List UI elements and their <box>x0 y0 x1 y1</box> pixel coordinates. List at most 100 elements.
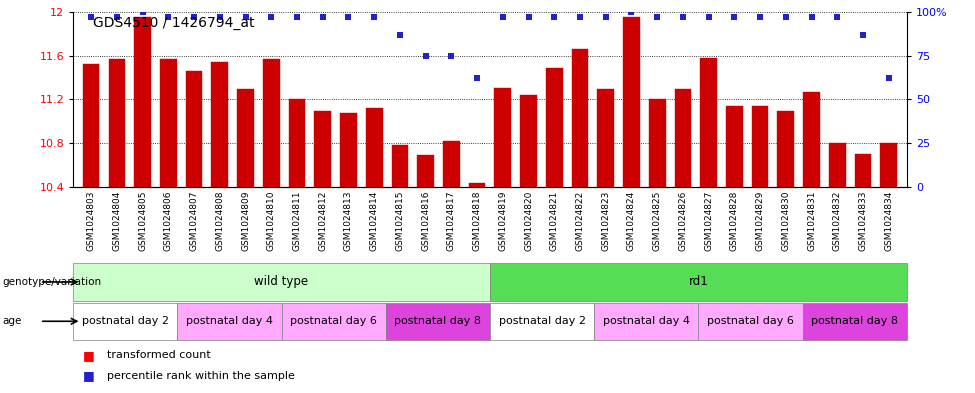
Point <box>598 14 613 20</box>
Bar <box>73 303 177 340</box>
Bar <box>386 303 489 340</box>
Bar <box>366 108 382 187</box>
Bar <box>212 62 228 187</box>
Bar <box>469 184 486 187</box>
Text: GSM1024826: GSM1024826 <box>679 190 687 251</box>
Point <box>649 14 665 20</box>
Bar <box>489 263 907 301</box>
Text: GSM1024825: GSM1024825 <box>652 190 662 251</box>
Bar <box>546 68 563 187</box>
Point <box>830 14 845 20</box>
Point <box>83 14 98 20</box>
Text: GSM1024823: GSM1024823 <box>602 190 610 251</box>
Text: ■: ■ <box>83 349 95 362</box>
Bar <box>675 89 691 187</box>
Bar <box>135 17 151 187</box>
Text: GSM1024803: GSM1024803 <box>87 190 96 251</box>
Text: postnatal day 6: postnatal day 6 <box>291 316 377 326</box>
Bar <box>282 303 386 340</box>
Point <box>340 14 356 20</box>
Point <box>238 14 254 20</box>
Bar <box>340 114 357 187</box>
Bar <box>623 17 640 187</box>
Point <box>418 52 434 59</box>
Text: GSM1024831: GSM1024831 <box>807 190 816 251</box>
Text: GSM1024822: GSM1024822 <box>575 190 584 251</box>
Bar <box>880 143 897 187</box>
Bar <box>289 99 305 187</box>
Point <box>753 14 768 20</box>
Bar <box>494 88 511 187</box>
Point <box>315 14 331 20</box>
Bar <box>83 64 99 187</box>
Point <box>495 14 511 20</box>
Point <box>701 14 717 20</box>
Bar <box>185 71 203 187</box>
Point <box>624 9 640 15</box>
Bar <box>752 106 768 187</box>
Bar <box>803 92 820 187</box>
Bar <box>829 143 845 187</box>
Bar <box>598 89 614 187</box>
Point <box>263 14 279 20</box>
Point <box>469 75 485 81</box>
Point <box>161 14 176 20</box>
Text: postnatal day 4: postnatal day 4 <box>186 316 273 326</box>
Text: GSM1024804: GSM1024804 <box>112 190 121 251</box>
Bar <box>237 89 254 187</box>
Text: GSM1024816: GSM1024816 <box>421 190 430 251</box>
Point <box>392 31 408 38</box>
Point <box>109 14 125 20</box>
Point <box>803 14 819 20</box>
Text: wild type: wild type <box>254 275 309 288</box>
Bar <box>489 303 594 340</box>
Text: age: age <box>2 316 21 326</box>
Text: GSM1024820: GSM1024820 <box>524 190 533 251</box>
Bar <box>392 145 409 187</box>
Text: GSM1024808: GSM1024808 <box>215 190 224 251</box>
Text: postnatal day 2: postnatal day 2 <box>498 316 586 326</box>
Text: GSM1024814: GSM1024814 <box>370 190 378 251</box>
Bar <box>855 154 872 187</box>
Text: GSM1024832: GSM1024832 <box>833 190 841 251</box>
Text: postnatal day 6: postnatal day 6 <box>707 316 794 326</box>
Text: GSM1024806: GSM1024806 <box>164 190 173 251</box>
Text: GSM1024817: GSM1024817 <box>447 190 456 251</box>
Text: GSM1024807: GSM1024807 <box>189 190 199 251</box>
Point <box>726 14 742 20</box>
Bar <box>263 59 280 187</box>
Point <box>521 14 536 20</box>
Text: GSM1024811: GSM1024811 <box>292 190 301 251</box>
Bar <box>73 263 489 301</box>
Text: GSM1024818: GSM1024818 <box>473 190 482 251</box>
Bar <box>160 59 176 187</box>
Bar <box>571 49 588 187</box>
Point <box>367 14 382 20</box>
Point <box>778 14 794 20</box>
Bar <box>698 303 802 340</box>
Point <box>572 14 588 20</box>
Point <box>675 14 690 20</box>
Point <box>855 31 871 38</box>
Bar <box>777 111 795 187</box>
Point <box>881 75 897 81</box>
Bar <box>700 58 717 187</box>
Text: GSM1024834: GSM1024834 <box>884 190 893 251</box>
Text: transformed count: transformed count <box>107 350 211 360</box>
Text: GSM1024829: GSM1024829 <box>756 190 764 251</box>
Text: GSM1024830: GSM1024830 <box>781 190 791 251</box>
Bar <box>108 59 125 187</box>
Text: GSM1024821: GSM1024821 <box>550 190 559 251</box>
Bar <box>417 155 434 187</box>
Bar <box>177 303 282 340</box>
Bar <box>802 303 907 340</box>
Point <box>212 14 227 20</box>
Text: GDS4510 / 1426794_at: GDS4510 / 1426794_at <box>93 16 254 30</box>
Text: genotype/variation: genotype/variation <box>2 277 101 287</box>
Bar <box>314 111 332 187</box>
Text: postnatal day 8: postnatal day 8 <box>811 316 898 326</box>
Text: GSM1024805: GSM1024805 <box>138 190 147 251</box>
Bar <box>726 106 743 187</box>
Text: GSM1024824: GSM1024824 <box>627 190 636 251</box>
Text: ■: ■ <box>83 369 95 382</box>
